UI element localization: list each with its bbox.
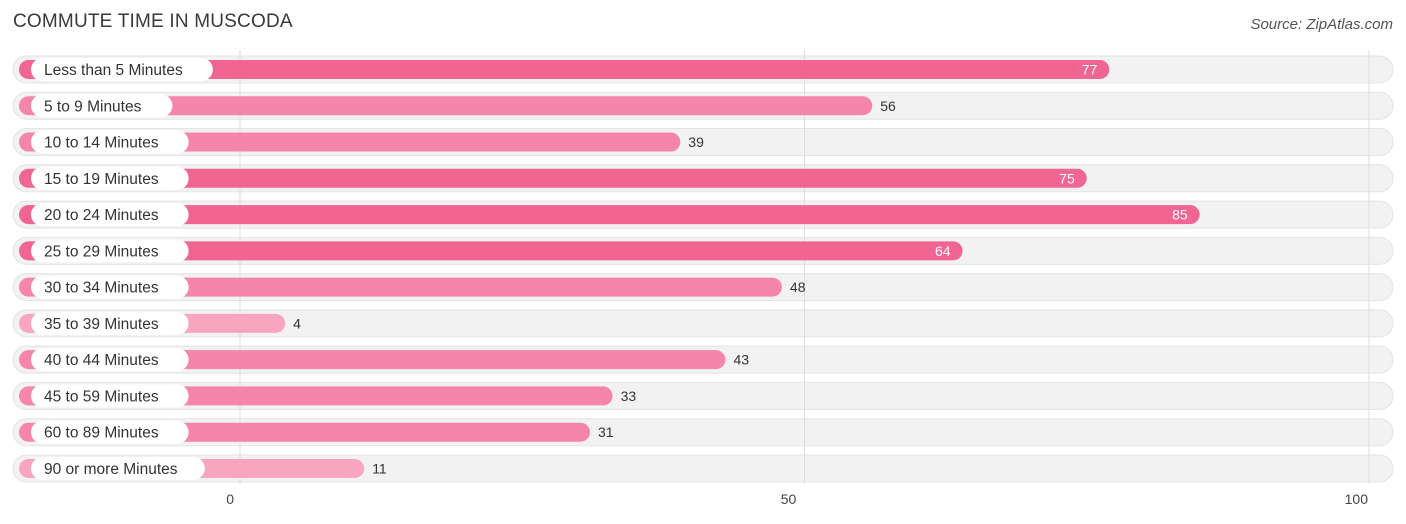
value-label: 4 [293, 315, 301, 331]
category-pill [31, 311, 189, 335]
category-label: 15 to 19 Minutes [44, 171, 159, 188]
category-pill [31, 166, 189, 190]
category-pill [31, 239, 189, 263]
value-label: 43 [733, 352, 749, 368]
value-label: 64 [935, 243, 951, 259]
value-label: 33 [621, 388, 637, 404]
category-pill [31, 420, 189, 444]
value-label: 85 [1172, 207, 1188, 223]
category-label: 60 to 89 Minutes [44, 425, 159, 442]
value-label: 77 [1082, 62, 1098, 78]
category-label: 90 or more Minutes [44, 461, 178, 478]
bar [19, 277, 782, 297]
category-label: 10 to 14 Minutes [44, 135, 159, 152]
x-tick-label: 50 [781, 491, 797, 507]
category-label: 40 to 44 Minutes [44, 352, 159, 369]
category-pill [31, 456, 205, 480]
chart-title: COMMUTE TIME IN MUSCODA [13, 11, 293, 32]
value-label: 39 [688, 134, 704, 150]
category-pill [31, 275, 189, 299]
x-tick-label: 100 [1345, 491, 1369, 507]
bar [19, 60, 1110, 79]
category-label: 20 to 24 Minutes [44, 207, 159, 224]
value-label: 31 [598, 424, 614, 440]
value-label: 48 [790, 279, 806, 295]
bar [19, 168, 1087, 188]
bar [19, 205, 1200, 225]
category-pill [31, 384, 189, 408]
value-label: 75 [1059, 170, 1075, 186]
category-pill [31, 348, 189, 372]
x-tick-label: 0 [226, 491, 234, 507]
category-pill [31, 58, 213, 81]
category-label: 45 to 59 Minutes [44, 388, 159, 405]
category-pill [31, 130, 189, 154]
category-pill [31, 94, 173, 118]
category-label: 30 to 34 Minutes [44, 280, 159, 297]
value-label: 11 [372, 460, 387, 476]
category-label: 25 to 29 Minutes [44, 243, 159, 260]
bar [19, 96, 873, 116]
bar [19, 350, 726, 370]
bar [19, 241, 963, 261]
category-label: 5 to 9 Minutes [44, 98, 142, 115]
source-note: Source: ZipAtlas.com [1250, 16, 1393, 33]
row-track [12, 309, 1394, 338]
value-label: 56 [880, 98, 896, 114]
category-label: Less than 5 Minutes [44, 62, 183, 79]
category-pill [31, 203, 189, 227]
category-label: 35 to 39 Minutes [44, 316, 159, 333]
